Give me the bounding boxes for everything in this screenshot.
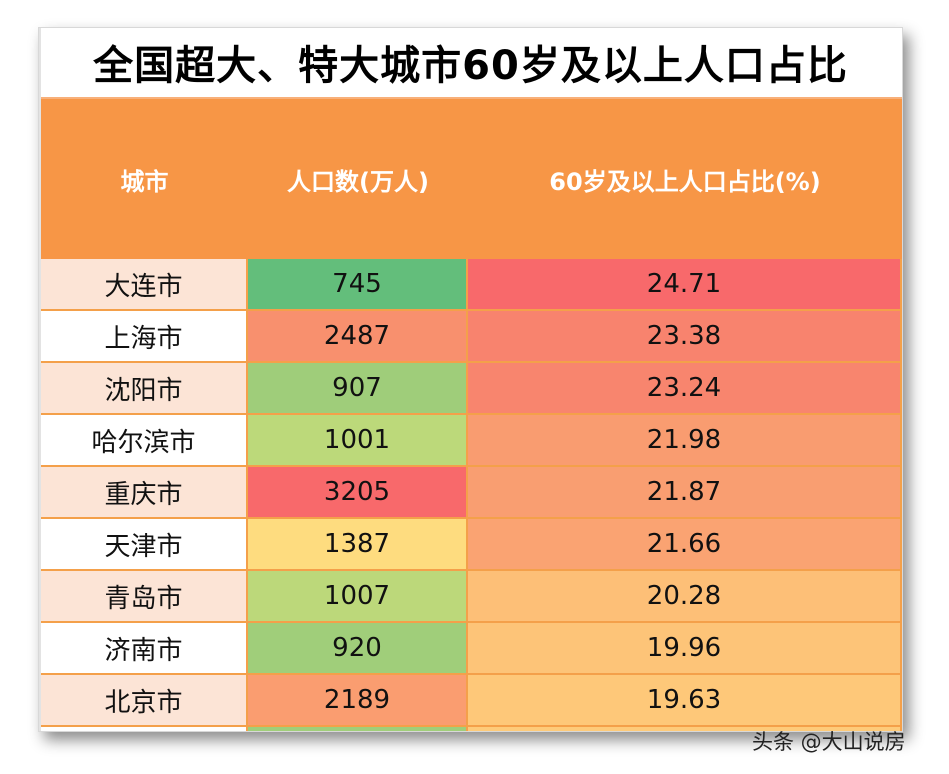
ratio-cell: 21.98 [468, 415, 902, 465]
ratio-cell: 24.71 [468, 259, 902, 309]
city-cell: 青岛市 [41, 571, 248, 621]
table-card: 全国超大、特大城市60岁及以上人口占比 城市 人口数(万人) 60岁及以上人口占… [38, 27, 903, 732]
population-cell: 907 [248, 363, 468, 413]
ratio-cell: 20.28 [468, 571, 902, 621]
header-population: 人口数(万人) [287, 168, 429, 196]
watermark-credit: 头条 @大山说房 [752, 730, 906, 754]
population-cell: 2487 [248, 311, 468, 361]
table-title: 全国超大、特大城市60岁及以上人口占比 [93, 43, 848, 89]
ratio-cell: 21.87 [468, 467, 902, 517]
header-city: 城市 [120, 168, 169, 196]
header-ratio: 60岁及以上人口占比(%) [549, 168, 821, 196]
table-row: 天津市 1387 21.66 [41, 519, 902, 571]
ratio-cell: 19.63 [468, 675, 902, 725]
population-cell: 1007 [248, 571, 468, 621]
city-cell: 天津市 [41, 519, 248, 569]
table-row: 哈尔滨市 1001 21.98 [41, 415, 902, 467]
table-row: 沈阳市 907 23.24 [41, 363, 902, 415]
city-cell: 大连市 [41, 259, 248, 309]
ratio-cell: 23.38 [468, 311, 902, 361]
population-cell: 1001 [248, 415, 468, 465]
table-row: 济南市 920 19.96 [41, 623, 902, 675]
table-row: 重庆市 3205 21.87 [41, 467, 902, 519]
table-row: 上海市 2487 23.38 [41, 311, 902, 363]
table-header: 城市 人口数(万人) 60岁及以上人口占比(%) [41, 97, 902, 260]
city-cell: 重庆市 [41, 467, 248, 517]
population-cell [248, 727, 468, 731]
table-row: 北京市 2189 19.63 [41, 675, 902, 727]
ratio-cell: 19.96 [468, 623, 902, 673]
city-cell: 北京市 [41, 675, 248, 725]
table-row [41, 727, 902, 731]
population-cell: 2189 [248, 675, 468, 725]
grid-line [39, 28, 41, 731]
city-cell: 上海市 [41, 311, 248, 361]
population-cell: 745 [248, 259, 468, 309]
city-cell: 哈尔滨市 [41, 415, 248, 465]
city-cell: 沈阳市 [41, 363, 248, 413]
table-row: 大连市 745 24.71 [41, 259, 902, 311]
table-row: 青岛市 1007 20.28 [41, 571, 902, 623]
population-cell: 3205 [248, 467, 468, 517]
city-cell: 济南市 [41, 623, 248, 673]
ratio-cell [468, 727, 902, 731]
population-cell: 920 [248, 623, 468, 673]
ratio-cell: 21.66 [468, 519, 902, 569]
population-cell: 1387 [248, 519, 468, 569]
ratio-cell: 23.24 [468, 363, 902, 413]
city-cell [41, 727, 248, 731]
table-body: 大连市 745 24.71 上海市 2487 23.38 沈阳市 907 23.24 哈尔滨市 10… [41, 259, 902, 731]
